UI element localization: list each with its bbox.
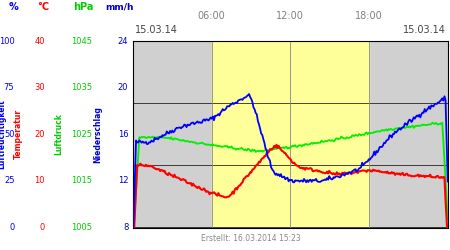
Text: 06:00: 06:00 (198, 11, 225, 21)
Text: °C: °C (38, 2, 50, 12)
Bar (212, 41, 369, 228)
Text: %: % (9, 2, 18, 12)
Text: Luftdruck: Luftdruck (54, 114, 63, 155)
Text: 20: 20 (35, 130, 45, 139)
Text: 0: 0 (40, 223, 45, 232)
Text: 40: 40 (35, 37, 45, 46)
Text: 1045: 1045 (71, 37, 92, 46)
Text: 100: 100 (0, 37, 14, 46)
Text: 12:00: 12:00 (276, 11, 304, 21)
Text: 20: 20 (118, 83, 128, 92)
Text: hPa: hPa (73, 2, 94, 12)
Text: 1025: 1025 (71, 130, 92, 139)
Text: 15.03.14: 15.03.14 (403, 25, 446, 35)
Text: 75: 75 (4, 83, 14, 92)
Text: Erstellt: 16.03.2014 15:23: Erstellt: 16.03.2014 15:23 (201, 234, 301, 243)
Text: 15.03.14: 15.03.14 (135, 25, 178, 35)
Text: Niederschlag: Niederschlag (94, 106, 103, 163)
Text: mm/h: mm/h (105, 2, 134, 11)
Text: 1035: 1035 (71, 83, 92, 92)
Text: 18:00: 18:00 (355, 11, 383, 21)
Text: 50: 50 (4, 130, 14, 139)
Text: 30: 30 (34, 83, 45, 92)
Text: 1005: 1005 (71, 223, 92, 232)
Text: 24: 24 (118, 37, 128, 46)
Text: 12: 12 (118, 176, 128, 186)
Text: 8: 8 (123, 223, 128, 232)
Text: 1015: 1015 (71, 176, 92, 186)
Text: 25: 25 (4, 176, 14, 186)
Text: 16: 16 (117, 130, 128, 139)
Text: Luftfeuchtigkeit: Luftfeuchtigkeit (0, 100, 6, 169)
Text: 10: 10 (35, 176, 45, 186)
Text: Temperatur: Temperatur (14, 109, 22, 160)
Text: 0: 0 (9, 223, 14, 232)
